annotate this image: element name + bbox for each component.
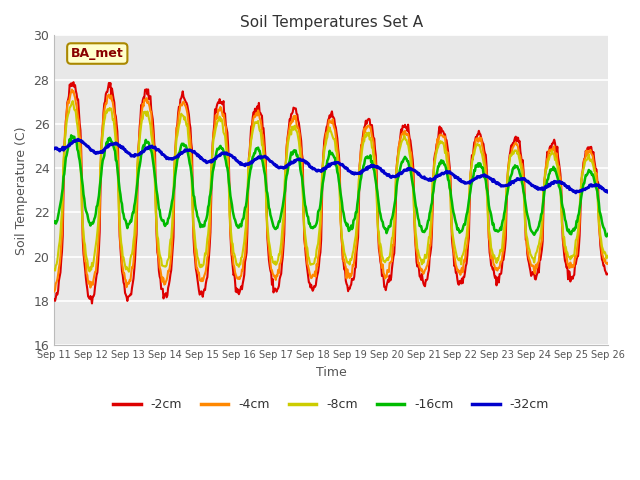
Legend: -2cm, -4cm, -8cm, -16cm, -32cm: -2cm, -4cm, -8cm, -16cm, -32cm [108,394,554,417]
-8cm [378,253,386,259]
-2cm [173,122,181,128]
-4cm [196,277,204,283]
-32cm [432,174,440,180]
-16cm [51,219,58,225]
-16cm [554,177,562,182]
-32cm [554,179,562,185]
-32cm [378,167,385,173]
-16cm [173,163,180,168]
-2cm [555,159,563,165]
-16cm [67,132,75,138]
-32cm [196,156,204,161]
X-axis label: Time: Time [316,366,346,379]
-2cm [70,79,77,85]
-4cm [51,288,58,294]
-8cm [125,269,132,275]
-8cm [173,132,181,138]
-8cm [324,129,332,134]
Line: -32cm: -32cm [54,139,608,193]
-2cm [378,273,386,279]
-2cm [604,271,612,276]
Line: -8cm: -8cm [54,101,608,272]
-16cm [432,173,440,179]
-8cm [197,262,205,267]
-4cm [554,163,562,168]
-2cm [51,297,58,302]
Line: -16cm: -16cm [54,135,608,237]
-16cm [323,157,331,163]
-32cm [51,146,58,152]
Line: -2cm: -2cm [54,82,608,303]
Line: -4cm: -4cm [54,90,608,291]
-4cm [432,148,440,154]
-16cm [196,224,204,230]
-32cm [173,154,180,159]
-32cm [572,190,580,196]
Text: BA_met: BA_met [71,47,124,60]
-32cm [74,136,82,142]
-2cm [88,300,96,306]
-2cm [324,117,332,123]
-8cm [555,177,563,182]
-4cm [604,260,612,266]
-16cm [604,231,612,237]
-4cm [173,125,180,131]
-2cm [197,288,205,294]
-8cm [433,150,440,156]
-16cm [378,216,385,221]
-8cm [604,252,612,258]
-32cm [323,164,331,169]
-8cm [69,98,77,104]
-16cm [603,234,611,240]
-32cm [604,189,612,195]
-8cm [51,266,58,272]
-4cm [323,129,331,134]
Title: Soil Temperatures Set A: Soil Temperatures Set A [239,15,423,30]
-4cm [378,260,385,266]
Y-axis label: Soil Temperature (C): Soil Temperature (C) [15,126,28,254]
-2cm [433,142,440,147]
-4cm [68,87,76,93]
